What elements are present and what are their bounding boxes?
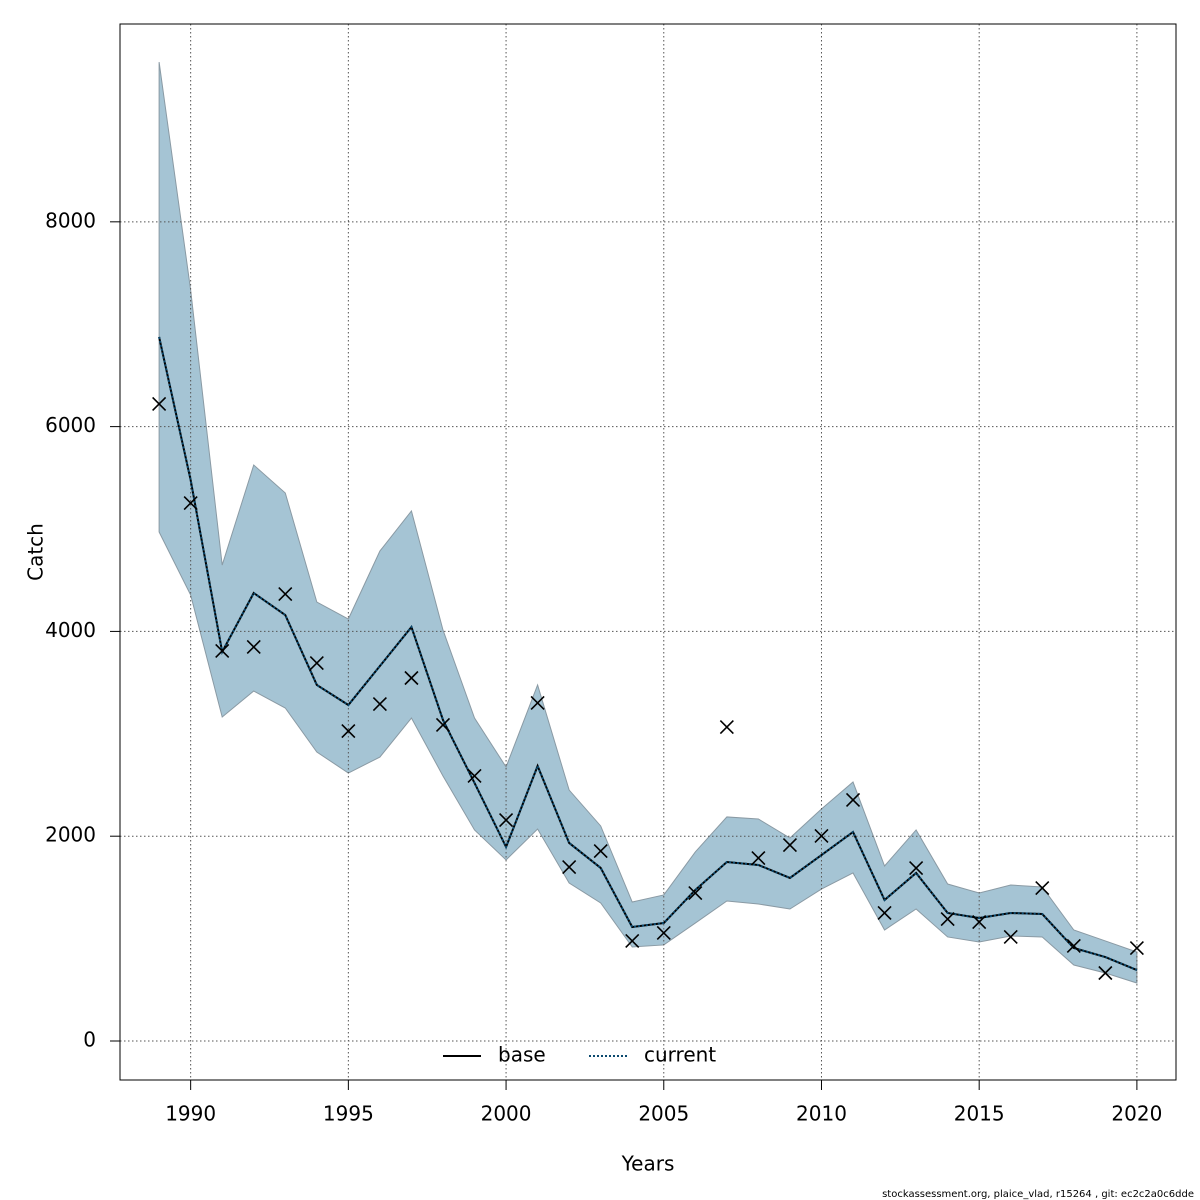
x-tick-label: 2010 (796, 1102, 847, 1126)
footer: stockassessment.org, plaice_vlad, r15264… (882, 1189, 1194, 1200)
observation-marker (1066, 938, 1081, 954)
observation-marker (877, 905, 892, 921)
plot-frame (119, 23, 1177, 1081)
observation-marker (467, 768, 482, 784)
y-axis-label: Catch (24, 523, 48, 581)
observation-marker (688, 885, 703, 901)
observation-marker (751, 850, 766, 866)
x-tick-label: 1995 (323, 1102, 374, 1126)
observation-marker (845, 792, 861, 808)
x-axis-label: Years (621, 1152, 675, 1176)
x-tick-label: 2005 (638, 1102, 689, 1126)
observation-marker (341, 723, 356, 739)
observation-marker (814, 828, 829, 844)
observation-marker (498, 812, 514, 828)
y-tick-label: 8000 (45, 208, 96, 232)
observation-marker (435, 717, 451, 733)
y-tick-label: 6000 (45, 413, 96, 437)
observation-marker (593, 843, 608, 859)
observation-marker (246, 639, 261, 655)
observation-marker (940, 911, 955, 927)
y-tick-label: 2000 (45, 823, 96, 847)
x-tick-label: 2020 (1111, 1102, 1162, 1126)
observation-marker (972, 914, 987, 930)
observation-marker (309, 655, 324, 671)
x-tick-label: 1990 (165, 1102, 216, 1126)
confidence-band (158, 62, 1138, 984)
observation-marker (530, 695, 545, 711)
legend-label: base (498, 1043, 546, 1067)
y-tick-label: 4000 (45, 618, 96, 642)
observation-marker (656, 925, 671, 941)
observation-marker (1003, 929, 1018, 945)
x-tick-label: 2000 (481, 1102, 532, 1126)
observation-marker (562, 859, 577, 875)
observation-marker (404, 670, 419, 686)
x-tick-label: 2015 (954, 1102, 1005, 1126)
observation-marker (278, 586, 293, 602)
observation-marker (152, 396, 167, 412)
observation-marker (625, 933, 640, 949)
observation-marker (372, 696, 387, 712)
observation-marker (1098, 965, 1113, 981)
observation-marker (1129, 940, 1144, 956)
observation-marker (782, 837, 798, 853)
observation-marker (183, 495, 198, 511)
series-line (158, 336, 1138, 971)
y-tick-label: 0 (83, 1027, 96, 1051)
legend-label: current (644, 1043, 716, 1067)
observation-marker (1035, 880, 1050, 896)
observation-marker (909, 860, 924, 876)
observation-marker (215, 643, 230, 659)
observation-marker (719, 719, 734, 735)
